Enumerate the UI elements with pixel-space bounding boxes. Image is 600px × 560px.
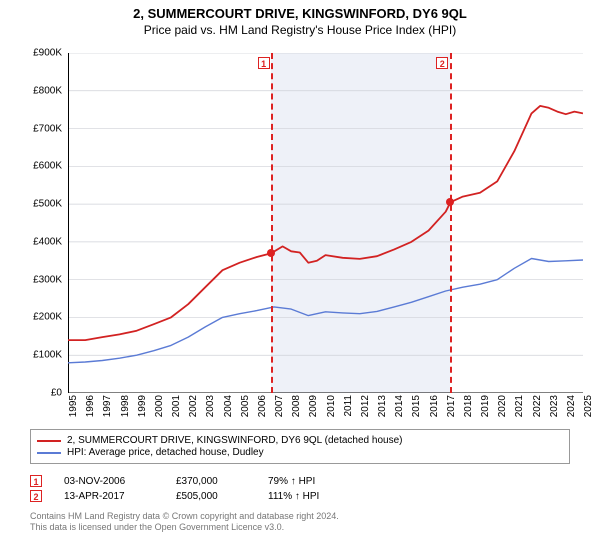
x-axis-labels: 1995 1996 1997 1998 1999 2000 2001 2002 2003 2004… — [68, 393, 583, 423]
y-tick-label: £600K — [33, 161, 62, 172]
y-tick-label: £200K — [33, 312, 62, 323]
x-tick-label: 1995 — [68, 395, 79, 417]
x-tick-label: 2008 — [291, 395, 302, 417]
legend-row: 2, SUMMERCOURT DRIVE, KINGSWINFORD, DY6 … — [37, 435, 563, 446]
x-tick-label: 2016 — [429, 395, 440, 417]
legend: 2, SUMMERCOURT DRIVE, KINGSWINFORD, DY6 … — [30, 429, 570, 464]
transaction-callout: 2 — [30, 490, 42, 502]
x-tick-label: 2012 — [360, 395, 371, 417]
transaction-ratio: 79% ↑ HPI — [268, 476, 358, 487]
x-tick-label: 2001 — [171, 395, 182, 417]
x-tick-label: 2024 — [566, 395, 577, 417]
x-tick-label: 2013 — [377, 395, 388, 417]
x-tick-label: 2020 — [497, 395, 508, 417]
legend-row: HPI: Average price, detached house, Dudl… — [37, 447, 563, 458]
x-tick-label: 2021 — [514, 395, 525, 417]
x-tick-label: 2010 — [326, 395, 337, 417]
x-tick-label: 1996 — [85, 395, 96, 417]
y-axis-labels: £0£100K£200K£300K£400K£500K£600K£700K£80… — [26, 53, 66, 393]
x-tick-label: 2000 — [154, 395, 165, 417]
transaction-date: 13-APR-2017 — [64, 491, 154, 502]
legend-label: 2, SUMMERCOURT DRIVE, KINGSWINFORD, DY6 … — [67, 435, 402, 446]
license-line-2: This data is licensed under the Open Gov… — [30, 522, 570, 533]
plot-area: 12 — [68, 53, 583, 393]
y-tick-label: £0 — [51, 388, 62, 399]
y-tick-label: £300K — [33, 274, 62, 285]
x-tick-label: 2006 — [257, 395, 268, 417]
transaction-dot — [446, 198, 454, 206]
transaction-price: £505,000 — [176, 491, 246, 502]
transaction-row: 2 13-APR-2017 £505,000 111% ↑ HPI — [30, 490, 570, 502]
y-tick-label: £900K — [33, 48, 62, 59]
x-tick-label: 2023 — [549, 395, 560, 417]
chart-callout-2: 2 — [436, 57, 448, 69]
page-subtitle: Price paid vs. HM Land Registry's House … — [0, 23, 600, 37]
transaction-callout: 1 — [30, 475, 42, 487]
x-tick-label: 2025 — [583, 395, 594, 417]
chart-callout-1: 1 — [258, 57, 270, 69]
x-tick-label: 2014 — [394, 395, 405, 417]
y-tick-label: £700K — [33, 123, 62, 134]
transaction-date: 03-NOV-2006 — [64, 476, 154, 487]
price-chart: £0 £100K £200K £300K £400K £500K £600K £700K £80… — [28, 43, 588, 423]
x-tick-label: 2022 — [532, 395, 543, 417]
transaction-ratio: 111% ↑ HPI — [268, 491, 358, 502]
x-tick-label: 2011 — [343, 395, 354, 417]
x-tick-label: 2019 — [480, 395, 491, 417]
transaction-price: £370,000 — [176, 476, 246, 487]
y-tick-label: £100K — [33, 350, 62, 361]
y-tick-label: £500K — [33, 199, 62, 210]
x-tick-label: 2018 — [463, 395, 474, 417]
x-tick-label: 1999 — [137, 395, 148, 417]
y-tick-label: £400K — [33, 236, 62, 247]
y-tick-label: £800K — [33, 85, 62, 96]
transactions-table: 1 03-NOV-2006 £370,000 79% ↑ HPI 2 13-APR-201… — [30, 472, 570, 505]
x-tick-label: 1997 — [102, 395, 113, 417]
transaction-row: 1 03-NOV-2006 £370,000 79% ↑ HPI — [30, 475, 570, 487]
x-tick-label: 2005 — [240, 395, 251, 417]
legend-swatch — [37, 452, 61, 454]
license-note: Contains HM Land Registry data © Crown c… — [30, 511, 570, 534]
x-tick-label: 2009 — [308, 395, 319, 417]
legend-label: HPI: Average price, detached house, Dudl… — [67, 447, 264, 458]
x-tick-label: 2007 — [274, 395, 285, 417]
x-tick-label: 2002 — [188, 395, 199, 417]
x-tick-label: 2015 — [411, 395, 422, 417]
transaction-dot — [267, 249, 275, 257]
legend-swatch — [37, 440, 61, 442]
page-title: 2, SUMMERCOURT DRIVE, KINGSWINFORD, DY6 … — [0, 6, 600, 21]
x-tick-label: 2004 — [223, 395, 234, 417]
x-tick-label: 2003 — [205, 395, 216, 417]
x-tick-label: 2017 — [446, 395, 457, 417]
x-tick-label: 1998 — [120, 395, 131, 417]
license-line-1: Contains HM Land Registry data © Crown c… — [30, 511, 570, 522]
